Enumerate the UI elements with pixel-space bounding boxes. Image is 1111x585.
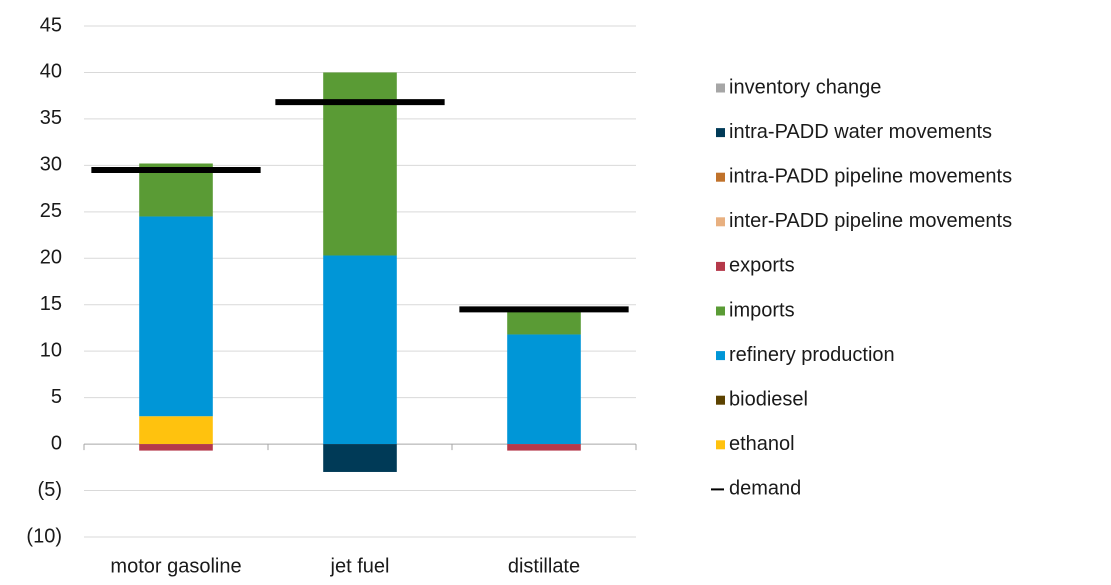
bar-segment bbox=[507, 444, 581, 451]
legend-swatch bbox=[716, 351, 725, 361]
legend-label: inventory change bbox=[729, 76, 881, 98]
y-tick-label: 25 bbox=[40, 200, 62, 222]
bar-segment bbox=[139, 444, 213, 451]
y-tick-label: 40 bbox=[40, 61, 62, 83]
legend-swatch bbox=[716, 128, 725, 138]
legend-swatch bbox=[716, 83, 725, 93]
bar-segment bbox=[323, 444, 397, 472]
legend-swatch bbox=[716, 395, 725, 405]
y-tick-label: 20 bbox=[40, 247, 62, 269]
legend-swatch bbox=[716, 172, 725, 182]
legend-label: ethanol bbox=[729, 433, 795, 455]
bar-segment bbox=[507, 334, 581, 445]
legend-label: inter-PADD pipeline movements bbox=[729, 210, 1012, 232]
y-tick-label: 0 bbox=[51, 432, 62, 454]
y-tick-label: 10 bbox=[40, 339, 62, 361]
bar-segment bbox=[507, 308, 581, 335]
bar-segment bbox=[323, 255, 397, 445]
y-tick-label: (10) bbox=[26, 525, 62, 547]
y-tick-label: 35 bbox=[40, 107, 62, 129]
x-tick-label: distillate bbox=[508, 555, 580, 577]
y-tick-label: 30 bbox=[40, 154, 62, 176]
legend-label: demand bbox=[729, 478, 801, 500]
y-tick-label: 5 bbox=[51, 386, 62, 408]
legend-label: intra-PADD pipeline movements bbox=[729, 165, 1012, 187]
legend-label: intra-PADD water movements bbox=[729, 121, 992, 143]
bar-segment bbox=[139, 416, 213, 445]
y-tick-label: (5) bbox=[38, 479, 62, 501]
legend-label: refinery production bbox=[729, 344, 895, 366]
x-tick-label: motor gasoline bbox=[110, 555, 241, 577]
legend-swatch bbox=[716, 440, 725, 450]
bar-segment bbox=[139, 216, 213, 417]
y-tick-label: 15 bbox=[40, 293, 62, 315]
legend-label: exports bbox=[729, 255, 795, 277]
legend-swatch bbox=[716, 261, 725, 271]
y-tick-label: 45 bbox=[40, 14, 62, 36]
legend-label: imports bbox=[729, 299, 795, 321]
legend-swatch bbox=[716, 217, 725, 227]
x-tick-label: jet fuel bbox=[330, 555, 390, 577]
legend-label: biodiesel bbox=[729, 388, 808, 410]
legend-swatch bbox=[716, 306, 725, 316]
